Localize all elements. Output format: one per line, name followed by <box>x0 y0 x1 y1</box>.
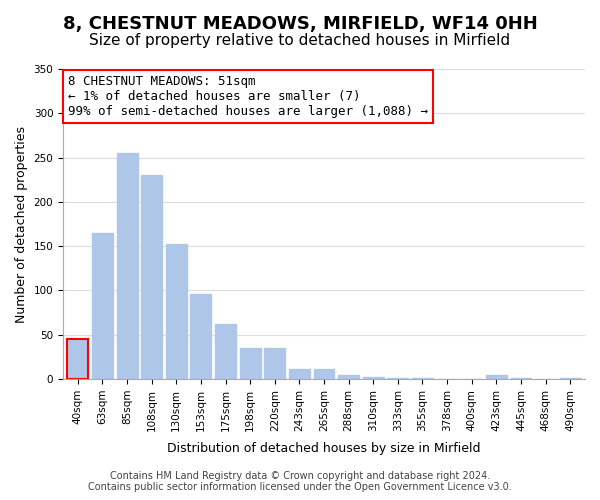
Bar <box>363 378 384 379</box>
Bar <box>511 378 532 379</box>
Bar <box>412 378 433 379</box>
Bar <box>67 339 88 379</box>
Text: Size of property relative to detached houses in Mirfield: Size of property relative to detached ho… <box>89 32 511 48</box>
Bar <box>338 374 359 379</box>
Bar <box>289 370 310 379</box>
Bar <box>388 378 409 379</box>
Y-axis label: Number of detached properties: Number of detached properties <box>15 126 28 322</box>
Bar <box>215 324 236 379</box>
Text: 8, CHESTNUT MEADOWS, MIRFIELD, WF14 0HH: 8, CHESTNUT MEADOWS, MIRFIELD, WF14 0HH <box>62 15 538 33</box>
Bar <box>314 370 334 379</box>
Bar <box>560 378 581 379</box>
Bar <box>141 176 162 379</box>
Bar <box>92 233 113 379</box>
Bar <box>486 376 507 379</box>
Bar <box>239 348 260 379</box>
Text: 8 CHESTNUT MEADOWS: 51sqm
← 1% of detached houses are smaller (7)
99% of semi-de: 8 CHESTNUT MEADOWS: 51sqm ← 1% of detach… <box>68 75 428 118</box>
X-axis label: Distribution of detached houses by size in Mirfield: Distribution of detached houses by size … <box>167 442 481 455</box>
Bar <box>265 348 285 379</box>
Bar <box>190 294 211 379</box>
Bar <box>116 153 137 379</box>
Text: Contains HM Land Registry data © Crown copyright and database right 2024.
Contai: Contains HM Land Registry data © Crown c… <box>88 471 512 492</box>
Bar <box>166 244 187 379</box>
